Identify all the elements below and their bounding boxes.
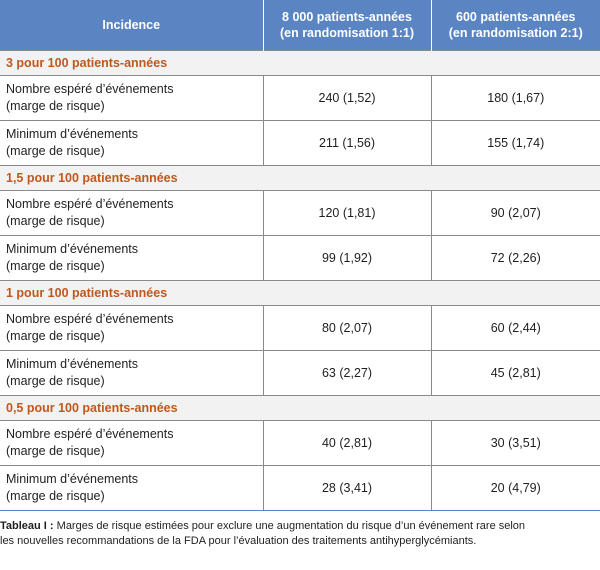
row-label: Minimum d’événements (marge de risque)	[0, 235, 263, 281]
value-600: 90 (2,07)	[430, 190, 600, 236]
value-8000: 240 (1,52)	[262, 75, 431, 121]
table-header-row: Incidence 8 000 patients-années (en rand…	[0, 0, 600, 51]
header-8000-line1: 8 000 patients-années	[282, 10, 412, 24]
section-row: 0,5 pour 100 patients-années	[0, 395, 600, 421]
caption-line2: les nouvelles recommandations de la FDA …	[0, 535, 477, 547]
row-label-line2: (marge de risque)	[6, 489, 105, 503]
header-incidence: Incidence	[0, 0, 264, 51]
table-row: Nombre espéré d’événements (marge de risq…	[0, 305, 600, 351]
value-8000: 120 (1,81)	[262, 190, 431, 236]
row-label: Nombre espéré d’événements (marge de risq…	[0, 190, 263, 236]
row-label: Minimum d’événements (marge de risque)	[0, 350, 263, 396]
value-600: 30 (3,51)	[430, 420, 600, 466]
value-8000: 99 (1,92)	[262, 235, 431, 281]
table-row: Minimum d’événements (marge de risque) 211…	[0, 120, 600, 166]
row-label: Nombre espéré d’événements (marge de risq…	[0, 305, 263, 351]
header-600-line1: 600 patients-années	[456, 10, 576, 24]
section-title: 1 pour 100 patients-années	[0, 280, 600, 306]
row-label: Nombre espéré d’événements (marge de risq…	[0, 75, 263, 121]
table-row: Nombre espéré d’événements (marge de risq…	[0, 190, 600, 236]
caption-line1: Marges de risque estimées pour exclure u…	[56, 520, 526, 532]
table-body: 3 pour 100 patients-années Nombre espéré …	[0, 50, 600, 511]
value-600: 180 (1,67)	[430, 75, 600, 121]
row-label: Nombre espéré d’événements (marge de risq…	[0, 420, 263, 466]
header-8000-line2: (en randomisation 1:1)	[279, 26, 415, 40]
row-label: Minimum d’événements (marge de risque)	[0, 120, 263, 166]
value-600: 60 (2,44)	[430, 305, 600, 351]
row-label-line1: Nombre espéré d’événements	[6, 197, 174, 211]
value-600: 155 (1,74)	[430, 120, 600, 166]
value-8000: 40 (2,81)	[262, 420, 431, 466]
row-label-line1: Nombre espéré d’événements	[6, 427, 174, 441]
row-label-line1: Minimum d’événements	[6, 357, 138, 371]
value-8000: 63 (2,27)	[262, 350, 431, 396]
value-8000: 80 (2,07)	[262, 305, 431, 351]
header-600-patient-years: 600 patients-années (en randomisation 2:…	[431, 0, 600, 51]
table-row: Nombre espéré d’événements (marge de risq…	[0, 75, 600, 121]
row-label-line1: Minimum d’événements	[6, 472, 138, 486]
risk-margin-table: Incidence 8 000 patients-années (en rand…	[0, 0, 600, 511]
row-label-line2: (marge de risque)	[6, 374, 105, 388]
row-label-line1: Minimum d’événements	[6, 127, 138, 141]
row-label-line2: (marge de risque)	[6, 329, 105, 343]
row-label-line2: (marge de risque)	[6, 214, 105, 228]
section-title: 1,5 pour 100 patients-années	[0, 165, 600, 191]
row-label-line2: (marge de risque)	[6, 99, 105, 113]
row-label-line2: (marge de risque)	[6, 444, 105, 458]
table-row: Minimum d’événements (marge de risque) 28 …	[0, 465, 600, 511]
row-label-line2: (marge de risque)	[6, 259, 105, 273]
row-label-line1: Nombre espéré d’événements	[6, 82, 174, 96]
header-8000-patient-years: 8 000 patients-années (en randomisation …	[263, 0, 432, 51]
row-label-line1: Minimum d’événements	[6, 242, 138, 256]
section-row: 3 pour 100 patients-années	[0, 50, 600, 76]
value-600: 72 (2,26)	[430, 235, 600, 281]
row-label-line2: (marge de risque)	[6, 144, 105, 158]
row-label: Minimum d’événements (marge de risque)	[0, 465, 263, 511]
section-row: 1,5 pour 100 patients-années	[0, 165, 600, 191]
row-label-line1: Nombre espéré d’événements	[6, 312, 174, 326]
table-row: Minimum d’événements (marge de risque) 99 …	[0, 235, 600, 281]
value-8000: 28 (3,41)	[262, 465, 431, 511]
table-row: Nombre espéré d’événements (marge de risq…	[0, 420, 600, 466]
table-caption: Tableau I : Marges de risque estimées po…	[0, 519, 600, 549]
section-title: 0,5 pour 100 patients-années	[0, 395, 600, 421]
section-row: 1 pour 100 patients-années	[0, 280, 600, 306]
header-600-line2: (en randomisation 2:1)	[448, 26, 583, 40]
value-8000: 211 (1,56)	[262, 120, 431, 166]
value-600: 20 (4,79)	[430, 465, 600, 511]
section-title: 3 pour 100 patients-années	[0, 50, 600, 76]
caption-label: Tableau I :	[0, 520, 54, 532]
value-600: 45 (2,81)	[430, 350, 600, 396]
table-row: Minimum d’événements (marge de risque) 63 …	[0, 350, 600, 396]
